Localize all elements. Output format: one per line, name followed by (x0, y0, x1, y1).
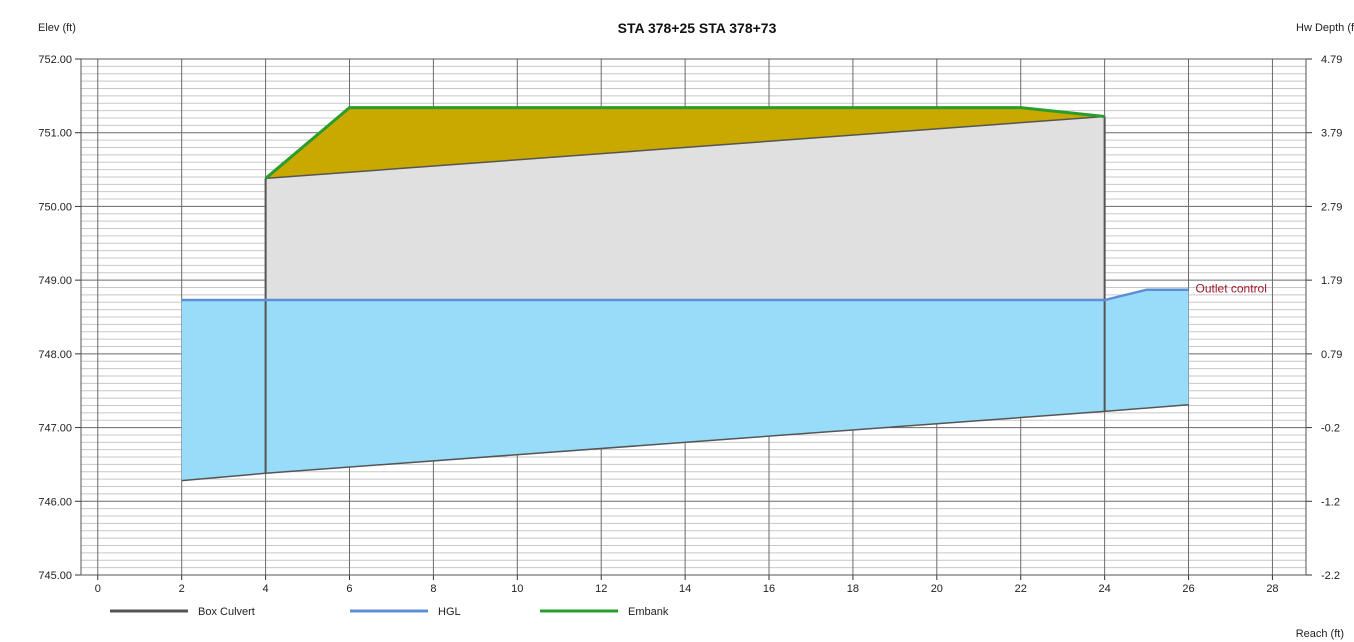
hgl-line (181, 288, 1189, 302)
y-tick-label: 750.00 (38, 201, 72, 213)
y-tick-label: 751.00 (38, 128, 72, 140)
culvert-crown-line (265, 115, 1105, 180)
x-tick-label: 0 (95, 583, 101, 595)
x-tick-label: 26 (1182, 583, 1194, 595)
plot-area (181, 106, 1189, 482)
x-tick-label: 16 (763, 583, 775, 595)
x-tick-label: 18 (847, 583, 859, 595)
legend-label: HGL (438, 606, 461, 618)
y2-tick-label: -0.2 (1321, 423, 1340, 435)
x-tick-label: 22 (1015, 583, 1027, 595)
water-fill (181, 289, 1189, 481)
y-tick-label: 746.00 (38, 496, 72, 508)
y-tick-label: 748.00 (38, 349, 72, 361)
x-tick-label: 4 (263, 583, 269, 595)
y2-tick-label: 0.79 (1321, 349, 1342, 361)
axes: 745.00 -2.2 746.00 -1.2 747.00 -0.2 748.00 0.79… (38, 54, 1342, 595)
x-tick-label: 10 (511, 583, 523, 595)
y-tick-label: 752.00 (38, 54, 72, 66)
y-tick-label: 749.00 (38, 275, 72, 287)
outlet-control-annotation: Outlet control (1196, 282, 1267, 296)
box-culvert-line (181, 403, 1189, 482)
x-tick-label: 12 (595, 583, 607, 595)
legend-label: Embank (628, 606, 669, 618)
y-axis-title: Elev (ft) (38, 22, 76, 34)
y2-tick-label: -1.2 (1321, 496, 1340, 508)
embankment-fill (265, 107, 1105, 179)
legend: Box Culvert HGL Embank (110, 606, 669, 618)
x-tick-label: 14 (679, 583, 691, 595)
y2-tick-label: -2.2 (1321, 570, 1340, 582)
y2-tick-label: 4.79 (1321, 54, 1342, 66)
y-tick-label: 745.00 (38, 570, 72, 582)
y2-tick-label: 2.79 (1321, 201, 1342, 213)
x-tick-label: 28 (1266, 583, 1278, 595)
x-tick-label: 24 (1099, 583, 1111, 595)
embank-line (264, 106, 1105, 180)
chart-title: STA 378+25 STA 378+73 (618, 20, 777, 36)
y2-tick-label: 1.79 (1321, 275, 1342, 287)
y2-tick-label: 3.79 (1321, 128, 1342, 140)
x-tick-label: 2 (179, 583, 185, 595)
x-tick-label: 8 (430, 583, 436, 595)
x-axis-title: Reach (ft) (1296, 628, 1344, 640)
y2-axis-title: Hw Depth (ft (1296, 22, 1354, 34)
plot-border (80, 58, 1307, 576)
y-tick-label: 747.00 (38, 423, 72, 435)
x-tick-label: 6 (346, 583, 352, 595)
legend-label: Box Culvert (198, 606, 255, 618)
x-tick-label: 20 (931, 583, 943, 595)
